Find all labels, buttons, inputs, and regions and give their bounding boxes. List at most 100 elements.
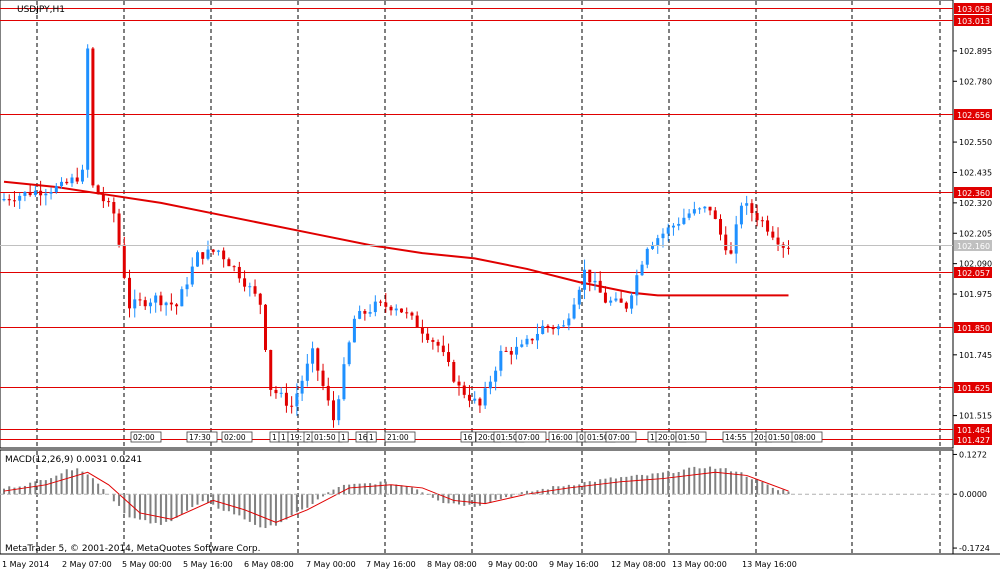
event-label: 08:00 [794,433,816,442]
candle-body [28,191,32,196]
time-axis: 1 May 2014 2 May 07:00 5 May 00:00 5 May 16… [2,560,797,569]
level-label: 102.360 [957,189,990,198]
candle-body [342,364,346,400]
event-label: 14:55 [725,433,747,442]
event-labels: 02:00 17:30 02:00 1 1 19: 2 01:50 1 16 1 21:00 16 20:… [130,431,823,443]
price-tick-label: 101.975 [959,290,992,299]
candle-body [175,304,179,307]
candle-body [253,286,257,294]
event-label: 1 [272,433,277,442]
event-tag [130,431,162,443]
event-label: 01:50 [678,433,700,442]
candle-body [494,370,498,382]
time-grid [36,1,941,553]
level-tag [954,3,992,14]
event-tag [221,431,253,443]
time-label: 13 May 16:00 [742,560,797,569]
candle-body [473,398,477,401]
candle-body [394,308,398,311]
candle-body [426,333,430,340]
candle-body [577,289,581,305]
level-label: 101.850 [957,324,990,333]
candle-body [33,190,37,196]
candle-body [60,181,64,187]
event-label: 01:50 [496,433,518,442]
candle-body [363,310,367,314]
time-label: 7 May 16:00 [366,560,416,569]
candle-body [405,312,409,314]
time-label: 9 May 16:00 [549,560,599,569]
candle-body [420,327,424,334]
event-label: 17:30 [189,433,211,442]
event-tag [675,431,707,443]
candle-body [515,346,519,355]
horizontal-levels[interactable]: 103.058 103.013 102.656 102.360 102.057 101.8… [0,3,992,445]
candle-body [337,399,341,421]
level-label: 101.464 [957,426,990,435]
event-tag [384,431,416,443]
level-tag [954,15,992,26]
candle-body [2,198,6,201]
event-tag [366,431,377,443]
candle-body [44,193,48,196]
candle-body [739,205,743,225]
macd-label: MACD(12,26,9) 0.0031 0.0241 [5,455,142,465]
event-label: 16 [463,433,473,442]
candle-body [358,310,362,319]
candle-body [708,206,712,211]
candle-body [520,344,524,347]
macd-signal-line [3,471,789,523]
macd-tick-label: 0.1272 [959,450,987,459]
level-label: 103.013 [957,17,990,26]
candle-body [326,385,330,401]
candle-body [525,338,529,345]
candle-body [347,342,351,365]
event-label: 01:50 [768,433,790,442]
event-label: 19: [290,433,302,442]
candle-body [640,264,644,276]
candle-body [206,249,210,259]
candle-body [300,380,304,394]
candle-body [148,302,152,307]
candle-body [274,389,278,394]
level-label: 102.057 [957,269,990,278]
candle-body [237,266,241,279]
candle-body [760,220,764,222]
price-tick-label: 102.780 [959,77,992,86]
macd-tick-label: -0.1724 [959,544,990,553]
candle-body [159,295,163,306]
copyright-text: MetaTrader 5, © 2001-2014, MetaQuotes So… [5,544,261,554]
candle-body [787,247,790,249]
event-label: 07:00 [518,433,540,442]
candle-body [619,298,623,303]
event-label: 0 [579,433,584,442]
candle-body [551,327,555,330]
level-tag [954,187,992,198]
candle-body [410,312,414,316]
candle-body [352,318,356,343]
candle-body [682,217,686,224]
candle-body [305,363,309,381]
candle-body [431,339,435,342]
time-label: 6 May 08:00 [244,560,294,569]
candle-body [180,289,184,307]
candle-body [771,231,775,238]
macd-panel [0,449,954,555]
candle-body [190,266,194,285]
time-label: 5 May 00:00 [122,560,172,569]
candle-body [23,191,27,196]
event-label: 1 [341,433,346,442]
price-tick-label: 102.090 [959,260,992,269]
event-tag [605,431,637,443]
candle-body [248,286,252,288]
candle-body [436,341,440,346]
candle-body [216,250,220,252]
level-tag [954,434,992,445]
candle-body [541,325,545,334]
candle-body [766,220,770,232]
candle-body [567,318,571,326]
level-tag [954,424,992,435]
price-panel [0,0,954,449]
candle-body [122,244,126,278]
